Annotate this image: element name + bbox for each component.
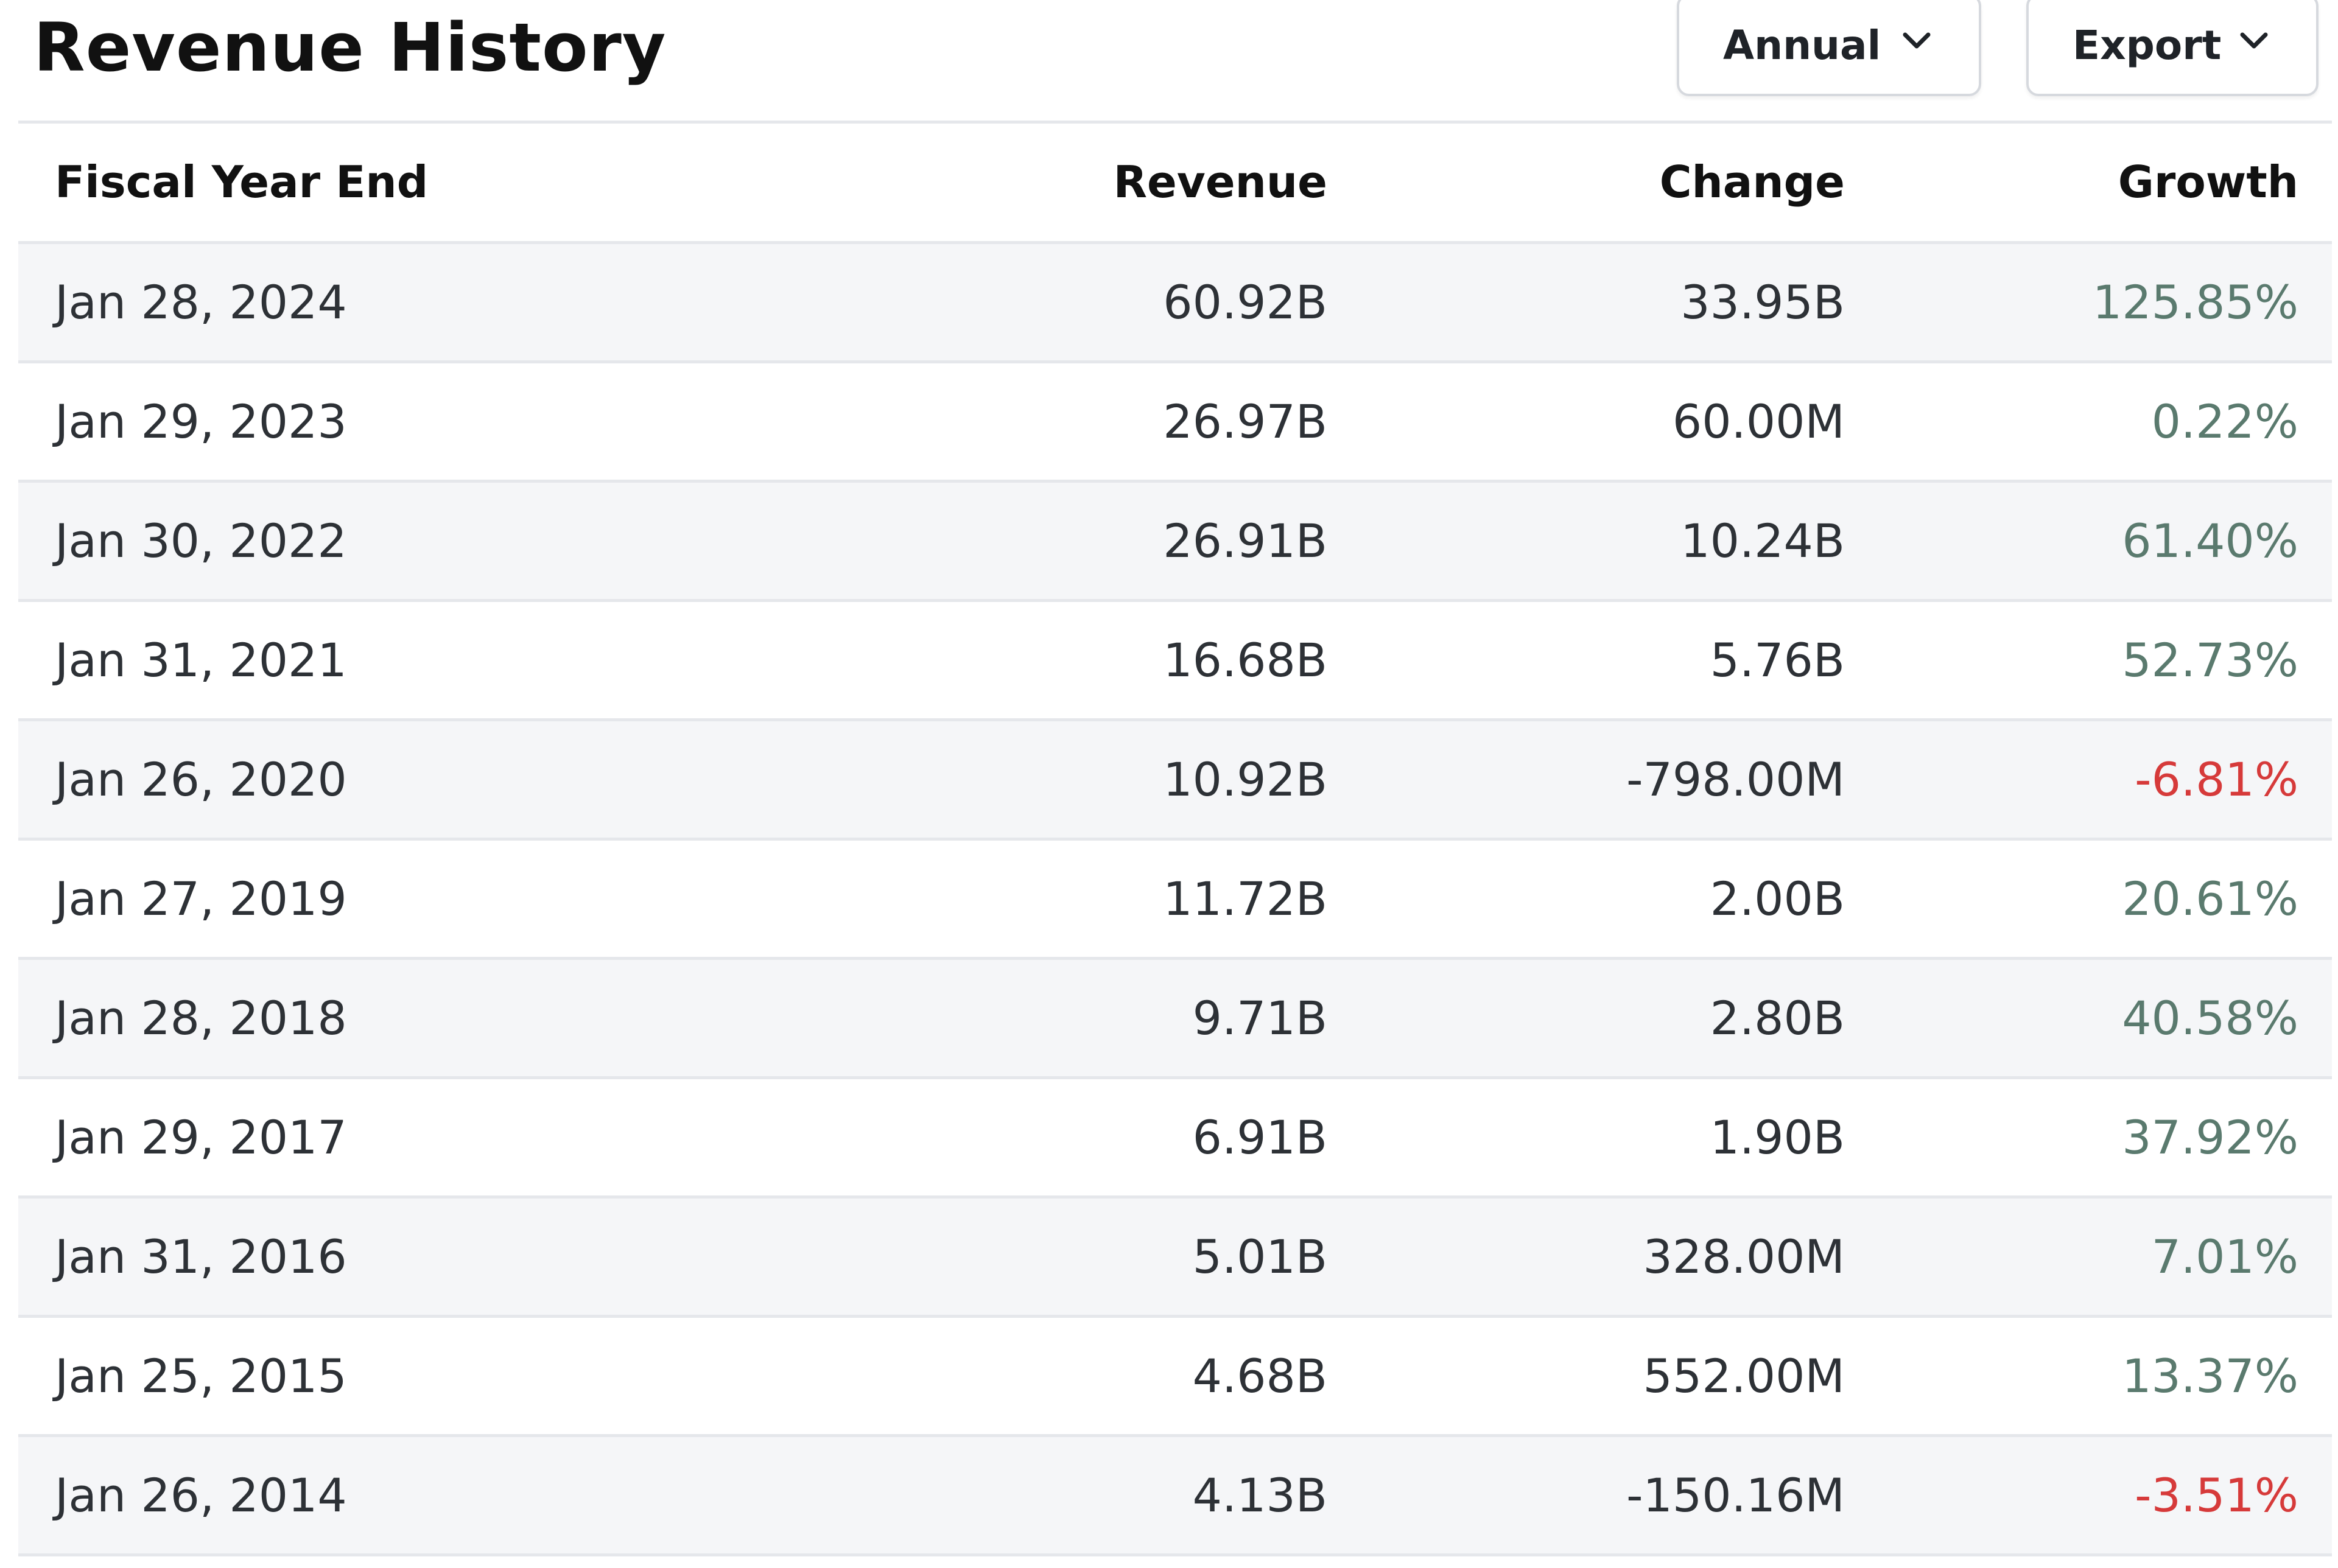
table-row: Jan 30, 2022 26.91B 10.24B 61.40% xyxy=(18,481,2332,600)
revenue-cell: 9.71B xyxy=(1192,990,1327,1045)
chevron-down-icon xyxy=(1903,32,1931,49)
growth-cell: -6.81% xyxy=(2135,752,2298,807)
fiscal-year-end-cell: Jan 29, 2023 xyxy=(55,394,347,449)
chevron-down-icon xyxy=(2240,32,2268,49)
table-row: Jan 29, 2017 6.91B 1.90B 37.92% xyxy=(18,1077,2332,1197)
change-cell: 2.80B xyxy=(1710,990,1845,1045)
change-cell: 10.24B xyxy=(1680,513,1845,568)
change-cell: 552.00M xyxy=(1643,1348,1845,1403)
fiscal-year-end-cell: Jan 31, 2021 xyxy=(55,632,347,687)
fiscal-year-end-cell: Jan 26, 2020 xyxy=(55,752,347,807)
table-row: Jan 31, 2021 16.68B 5.76B 52.73% xyxy=(18,600,2332,719)
change-cell: 33.95B xyxy=(1680,275,1845,329)
export-dropdown-label: Export xyxy=(2073,21,2222,69)
table-row: Jan 31, 2016 5.01B 328.00M 7.01% xyxy=(18,1197,2332,1316)
growth-cell: 125.85% xyxy=(2092,275,2298,329)
revenue-cell: 16.68B xyxy=(1163,632,1327,687)
table-row: Jan 28, 2024 60.92B 33.95B 125.85% xyxy=(18,242,2332,362)
revenue-cell: 26.97B xyxy=(1163,394,1327,449)
change-cell: 60.00M xyxy=(1672,394,1845,449)
table-row: Jan 26, 2014 4.13B -150.16M -3.51% xyxy=(18,1435,2332,1555)
growth-cell: 0.22% xyxy=(2151,394,2298,449)
growth-cell: 7.01% xyxy=(2151,1229,2298,1284)
column-header-fiscal-year-end[interactable]: Fiscal Year End xyxy=(55,156,429,208)
column-header-change[interactable]: Change xyxy=(1659,156,1845,208)
table-row: Jan 26, 2020 10.92B -798.00M -6.81% xyxy=(18,719,2332,839)
growth-cell: 20.61% xyxy=(2122,871,2298,926)
table-row: Jan 28, 2018 9.71B 2.80B 40.58% xyxy=(18,958,2332,1077)
fiscal-year-end-cell: Jan 28, 2024 xyxy=(55,275,347,329)
fiscal-year-end-cell: Jan 27, 2019 xyxy=(55,871,347,926)
table-header-row: Fiscal Year End Revenue Change Growth xyxy=(18,124,2332,242)
column-header-revenue[interactable]: Revenue xyxy=(1113,156,1327,208)
revenue-table: Fiscal Year End Revenue Change Growth Ja… xyxy=(18,124,2332,1556)
revenue-history-panel: Revenue History Annual Export Fiscal Yea… xyxy=(18,0,2332,1556)
export-dropdown[interactable]: Export xyxy=(2026,0,2319,96)
growth-cell: -3.51% xyxy=(2135,1468,2298,1522)
fiscal-year-end-cell: Jan 31, 2016 xyxy=(55,1229,347,1284)
period-dropdown[interactable]: Annual xyxy=(1677,0,1981,96)
change-cell: -798.00M xyxy=(1626,752,1845,807)
table-body: Jan 28, 2024 60.92B 33.95B 125.85% Jan 29, 2… xyxy=(18,242,2332,1555)
panel-header: Revenue History Annual Export xyxy=(18,0,2332,124)
revenue-cell: 4.13B xyxy=(1192,1468,1327,1522)
revenue-cell: 26.91B xyxy=(1163,513,1327,568)
revenue-cell: 6.91B xyxy=(1192,1110,1327,1164)
table-row: Jan 27, 2019 11.72B 2.00B 20.61% xyxy=(18,839,2332,958)
growth-cell: 40.58% xyxy=(2122,990,2298,1045)
fiscal-year-end-cell: Jan 25, 2015 xyxy=(55,1348,347,1403)
growth-cell: 52.73% xyxy=(2122,632,2298,687)
page-title: Revenue History xyxy=(33,9,667,86)
fiscal-year-end-cell: Jan 28, 2018 xyxy=(55,990,347,1045)
revenue-cell: 10.92B xyxy=(1163,752,1327,807)
revenue-cell: 4.68B xyxy=(1192,1348,1327,1403)
fiscal-year-end-cell: Jan 26, 2014 xyxy=(55,1468,347,1522)
table-row: Jan 25, 2015 4.68B 552.00M 13.37% xyxy=(18,1316,2332,1435)
change-cell: -150.16M xyxy=(1626,1468,1845,1522)
change-cell: 2.00B xyxy=(1710,871,1845,926)
revenue-cell: 5.01B xyxy=(1192,1229,1327,1284)
growth-cell: 13.37% xyxy=(2122,1348,2298,1403)
change-cell: 5.76B xyxy=(1710,632,1845,687)
period-dropdown-label: Annual xyxy=(1723,21,1881,69)
table-row: Jan 29, 2023 26.97B 60.00M 0.22% xyxy=(18,362,2332,481)
change-cell: 328.00M xyxy=(1643,1229,1845,1284)
fiscal-year-end-cell: Jan 30, 2022 xyxy=(55,513,347,568)
growth-cell: 37.92% xyxy=(2122,1110,2298,1164)
change-cell: 1.90B xyxy=(1710,1110,1845,1164)
revenue-cell: 11.72B xyxy=(1163,871,1327,926)
growth-cell: 61.40% xyxy=(2122,513,2298,568)
fiscal-year-end-cell: Jan 29, 2017 xyxy=(55,1110,347,1164)
column-header-growth[interactable]: Growth xyxy=(2118,156,2298,208)
revenue-cell: 60.92B xyxy=(1163,275,1327,329)
